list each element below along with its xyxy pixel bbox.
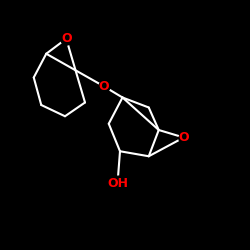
Text: O: O (98, 80, 109, 93)
Text: O: O (178, 131, 189, 144)
Text: O: O (61, 32, 72, 45)
Text: OH: OH (107, 177, 128, 190)
